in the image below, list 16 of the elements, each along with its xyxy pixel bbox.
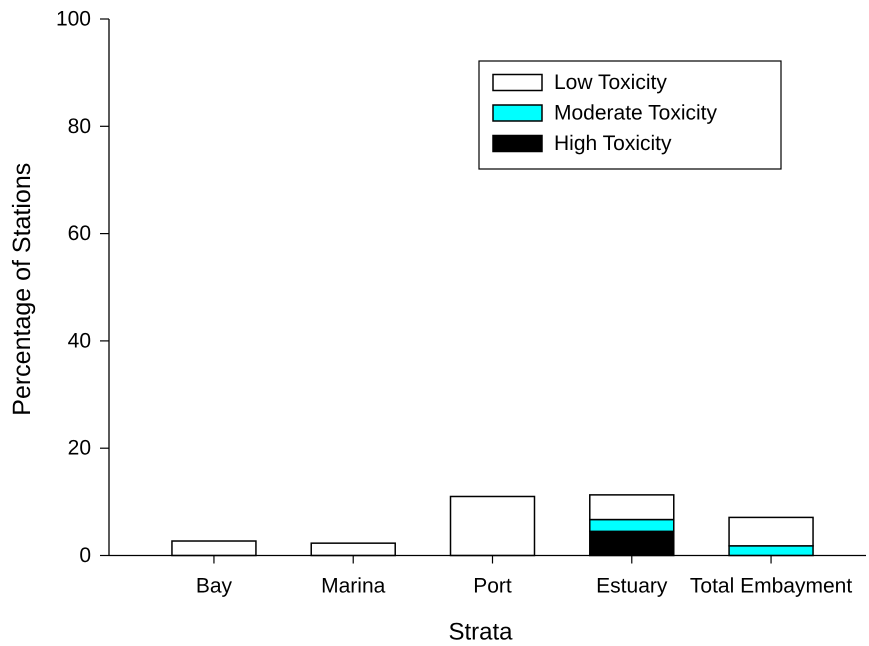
y-tick-label: 100 xyxy=(56,8,91,30)
y-tick-label: 80 xyxy=(68,114,91,138)
y-tick-label: 0 xyxy=(79,544,91,567)
y-tick-label: 20 xyxy=(68,436,91,460)
y-axis-title: Percentage of Stations xyxy=(8,162,36,416)
x-tick-label: Estuary xyxy=(596,574,668,598)
x-axis-title: Strata xyxy=(448,618,514,646)
legend-label: Low Toxicity xyxy=(554,71,668,94)
x-tick-label: Port xyxy=(473,574,512,598)
x-tick-label: Bay xyxy=(196,574,233,598)
y-tick-label: 40 xyxy=(68,329,91,352)
y-tick-label: 60 xyxy=(68,222,91,246)
x-tick-label: Total Embayment xyxy=(690,574,852,598)
legend-label: Moderate Toxicity xyxy=(554,102,718,124)
x-tick-label: Marina xyxy=(321,574,386,598)
legend-label: High Toxicity xyxy=(554,132,672,155)
